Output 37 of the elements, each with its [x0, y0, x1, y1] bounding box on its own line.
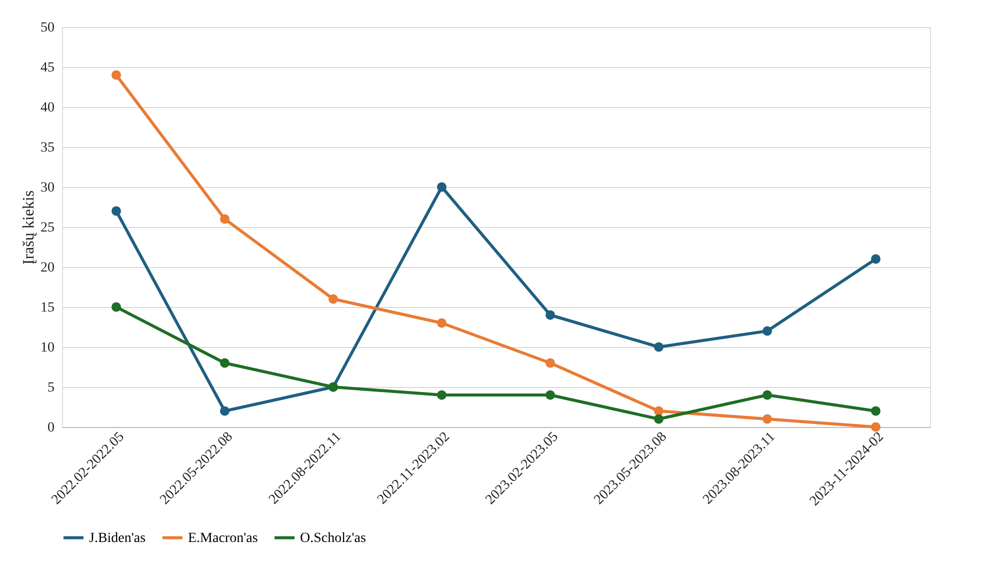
point — [762, 390, 772, 400]
y-tick-label: 10 — [40, 340, 54, 356]
legend-label: J.Biden'as — [89, 530, 146, 546]
y-tick-label: 0 — [48, 420, 54, 436]
point — [654, 342, 664, 352]
point — [112, 302, 121, 312]
point — [546, 390, 555, 400]
legend-label: O.Scholz'as — [300, 530, 366, 546]
point — [112, 206, 121, 216]
point — [546, 358, 555, 368]
y-tick-label: 40 — [40, 100, 54, 116]
y-tick-label: 30 — [40, 180, 54, 196]
point — [546, 310, 555, 320]
point — [328, 294, 338, 304]
y-tick-label: 25 — [40, 220, 54, 236]
y-tick-label: 45 — [40, 60, 54, 76]
point — [871, 422, 880, 432]
point — [654, 414, 664, 424]
y-tick-label: 35 — [40, 140, 54, 156]
y-tick-label: 20 — [40, 260, 54, 276]
y-tick-label: 50 — [40, 20, 54, 36]
y-axis-title: Įrašų kiekis — [20, 190, 38, 265]
legend-label: E.Macron'as — [188, 530, 258, 546]
point — [437, 182, 446, 192]
point — [112, 70, 121, 80]
point — [762, 414, 772, 424]
point — [871, 406, 880, 416]
point — [220, 358, 230, 368]
point — [220, 214, 230, 224]
point — [654, 406, 664, 416]
point — [437, 390, 446, 400]
point — [871, 254, 880, 264]
y-tick-label: 15 — [40, 300, 54, 316]
y-tick-label: 5 — [48, 380, 54, 396]
point — [220, 406, 230, 416]
point — [437, 318, 446, 328]
point — [762, 326, 772, 336]
